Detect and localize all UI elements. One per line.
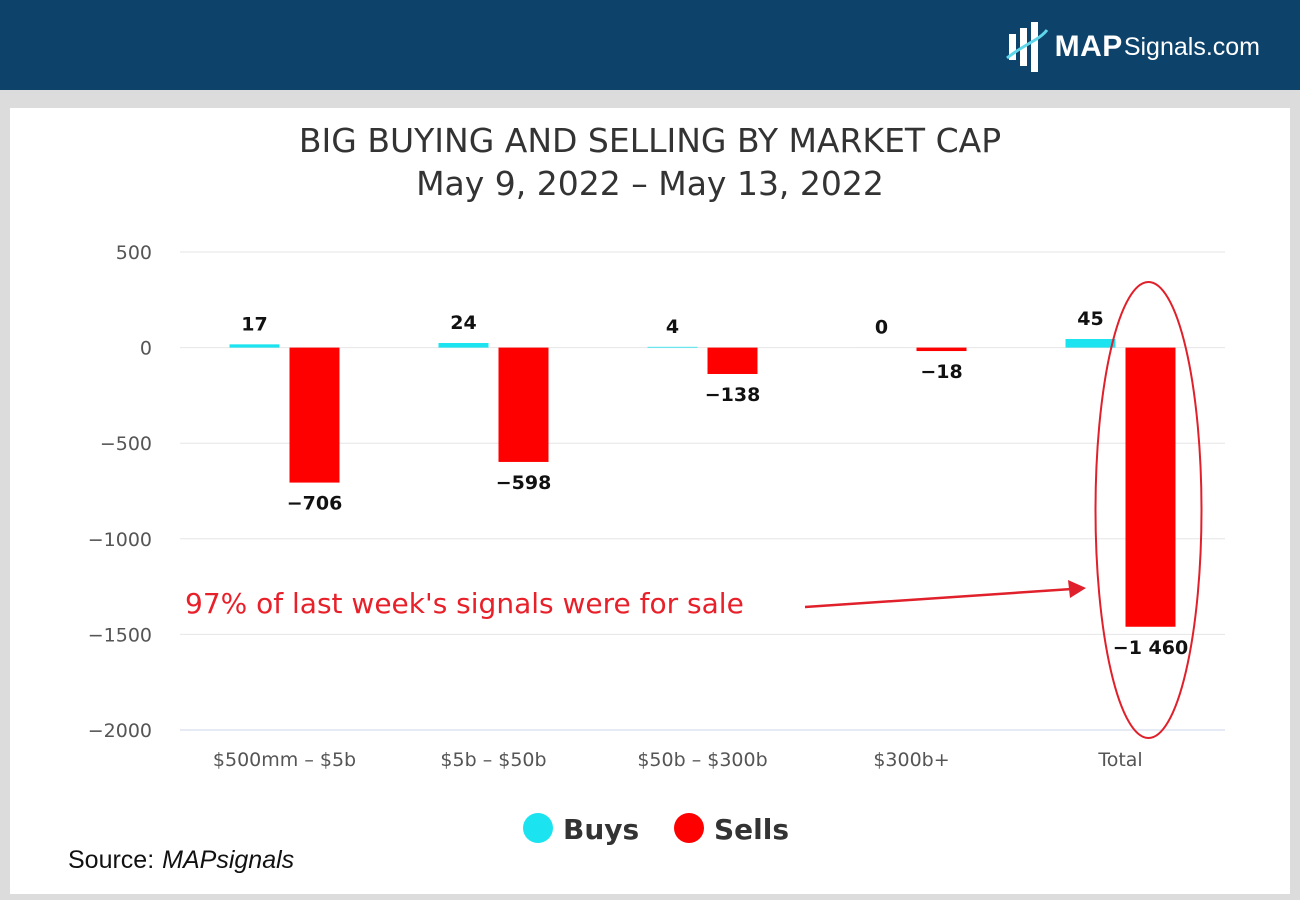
buys-bar xyxy=(647,346,698,348)
source-label: Source: xyxy=(68,846,155,874)
buys-data-label: 0 xyxy=(875,317,888,339)
logo-mark-icon xyxy=(1005,22,1048,72)
sells-data-label: −706 xyxy=(287,493,343,515)
brand-logo[interactable]: MAP Signals.com xyxy=(1005,20,1260,74)
sells-data-label: −138 xyxy=(705,384,761,406)
highlight-ellipse xyxy=(1094,281,1203,739)
legend-buys-marker xyxy=(523,813,553,843)
sells-bar xyxy=(916,347,967,352)
source-name: MAPsignals xyxy=(162,846,295,874)
y-tick-label: −1000 xyxy=(88,529,152,551)
y-tick-label: −500 xyxy=(100,433,152,455)
buys-bar xyxy=(438,343,489,348)
y-tick-label: 0 xyxy=(140,338,152,360)
buys-bar xyxy=(1065,338,1116,348)
sells-data-label: −18 xyxy=(920,361,962,383)
y-tick-label: −2000 xyxy=(88,720,152,742)
sells-bar xyxy=(289,347,340,483)
source-note: Source: MAPsignals xyxy=(68,846,294,875)
legend-sells-marker xyxy=(674,813,704,843)
buys-data-label: 24 xyxy=(450,312,476,334)
sells-bar xyxy=(498,347,549,462)
sells-bar xyxy=(707,347,758,374)
x-tick-label: $500mm – $5b xyxy=(213,749,356,771)
chart-subtitle: May 9, 2022 – May 13, 2022 xyxy=(416,164,884,203)
x-tick-label: $300b+ xyxy=(873,749,949,771)
annotation-arrow-head xyxy=(1068,580,1086,598)
x-tick-label: $50b – $300b xyxy=(637,749,767,771)
x-tick-label: $5b – $50b xyxy=(440,749,546,771)
logo-domain-text: Signals.com xyxy=(1123,32,1260,61)
sells-bar xyxy=(1125,347,1176,627)
buys-data-label: 17 xyxy=(241,313,267,335)
y-tick-label: −1500 xyxy=(88,624,152,646)
annotation-arrow-line xyxy=(804,587,1073,609)
legend-buys-label: Buys xyxy=(563,813,639,846)
chart-panel xyxy=(10,108,1290,894)
x-tick-label: Total xyxy=(1097,749,1142,771)
header-bar: MAP Signals.com xyxy=(0,0,1300,90)
sells-data-label: −598 xyxy=(496,472,552,494)
logo-brand-text: MAP xyxy=(1054,30,1123,63)
sells-data-label: −1 460 xyxy=(1113,637,1188,659)
buys-data-label: 45 xyxy=(1077,308,1103,330)
annotation-text: 97% of last week's signals were for sale xyxy=(185,587,744,620)
y-tick-label: 500 xyxy=(116,242,152,264)
legend-sells-label: Sells xyxy=(714,813,789,846)
buys-data-label: 4 xyxy=(666,316,679,338)
buys-bar xyxy=(229,344,280,348)
chart-title: BIG BUYING AND SELLING BY MARKET CAP xyxy=(298,121,1002,160)
